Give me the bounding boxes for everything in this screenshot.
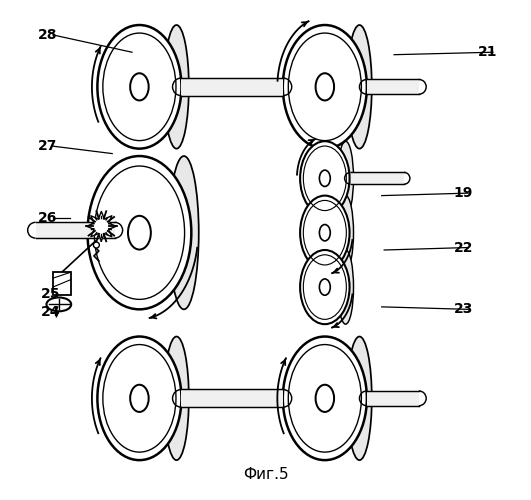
FancyBboxPatch shape <box>53 272 71 294</box>
Bar <box>350 172 404 184</box>
Text: 19: 19 <box>453 186 473 200</box>
Ellipse shape <box>164 25 189 148</box>
Ellipse shape <box>300 196 349 270</box>
Ellipse shape <box>93 242 99 248</box>
Polygon shape <box>87 212 116 241</box>
Ellipse shape <box>347 336 372 460</box>
Ellipse shape <box>283 25 367 148</box>
Text: 28: 28 <box>38 28 57 42</box>
Ellipse shape <box>347 25 372 148</box>
Ellipse shape <box>164 336 189 460</box>
Bar <box>367 80 419 94</box>
Text: 22: 22 <box>453 240 473 254</box>
Text: Фиг.5: Фиг.5 <box>243 468 288 482</box>
Ellipse shape <box>97 25 182 148</box>
Ellipse shape <box>300 250 349 324</box>
Ellipse shape <box>283 336 367 460</box>
Text: 23: 23 <box>453 302 473 316</box>
Ellipse shape <box>338 196 354 270</box>
Bar <box>182 390 283 407</box>
Text: 26: 26 <box>38 211 57 225</box>
Text: 24: 24 <box>40 305 60 319</box>
Bar <box>182 78 283 96</box>
Ellipse shape <box>338 141 354 216</box>
Bar <box>367 391 419 406</box>
Bar <box>36 222 115 238</box>
Ellipse shape <box>338 250 354 324</box>
Text: 21: 21 <box>478 45 498 59</box>
Ellipse shape <box>300 141 349 216</box>
Ellipse shape <box>169 156 199 310</box>
Text: 27: 27 <box>38 139 57 153</box>
Ellipse shape <box>97 336 182 460</box>
Ellipse shape <box>88 156 191 310</box>
Text: 25: 25 <box>40 288 60 302</box>
